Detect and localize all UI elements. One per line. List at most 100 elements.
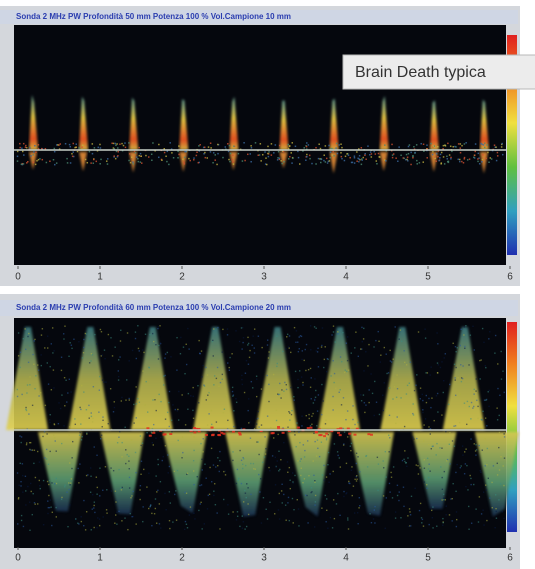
speckle xyxy=(159,342,161,344)
speckle xyxy=(137,160,140,163)
speckle xyxy=(253,328,256,330)
speckle xyxy=(18,484,20,487)
speckle xyxy=(345,409,347,411)
speckle xyxy=(416,163,418,165)
speckle xyxy=(343,495,345,498)
speckle xyxy=(442,517,444,520)
speckle xyxy=(236,468,239,471)
speckle xyxy=(359,471,361,473)
speckle xyxy=(168,390,171,393)
speckle xyxy=(117,147,119,149)
speckle xyxy=(81,146,83,148)
speckle xyxy=(313,326,316,328)
speckle xyxy=(49,160,51,163)
speckle xyxy=(145,380,147,383)
speckle xyxy=(466,400,469,403)
speckle xyxy=(481,143,483,146)
speckle xyxy=(308,413,310,416)
speckle xyxy=(232,163,235,165)
speckle xyxy=(445,430,447,433)
speckle xyxy=(124,426,126,428)
speckle xyxy=(52,352,54,354)
speckle xyxy=(253,428,256,430)
speckle xyxy=(44,148,47,150)
speckle xyxy=(488,405,490,408)
speckle xyxy=(235,401,238,404)
speckle xyxy=(91,143,94,145)
speckle xyxy=(269,470,271,472)
speckle xyxy=(460,380,463,383)
speckle xyxy=(452,482,454,485)
speckle xyxy=(263,456,266,458)
speckle xyxy=(151,524,153,527)
speckle xyxy=(188,157,190,160)
x-tick-label: 2 xyxy=(179,272,185,283)
speckle xyxy=(139,498,141,501)
speckle xyxy=(321,474,324,476)
speckle xyxy=(268,400,270,403)
speckle xyxy=(84,529,87,531)
speckle xyxy=(355,475,358,478)
speckle xyxy=(428,426,430,428)
speckle xyxy=(367,145,369,147)
speckle xyxy=(247,342,250,345)
speckle xyxy=(242,463,244,466)
speckle xyxy=(355,480,358,482)
speckle xyxy=(62,333,65,335)
speckle xyxy=(176,369,178,371)
speckle xyxy=(429,374,431,376)
speckle xyxy=(69,504,71,506)
speckle xyxy=(347,517,349,519)
speckle xyxy=(210,147,212,149)
speckle xyxy=(250,160,252,163)
spectrum xyxy=(16,95,504,174)
speckle xyxy=(29,448,31,451)
speckle xyxy=(249,421,251,423)
speckle xyxy=(255,395,258,398)
flow-wave xyxy=(130,327,173,430)
flow-wave xyxy=(318,327,360,430)
speckle-red xyxy=(220,431,224,434)
speckle xyxy=(354,423,356,426)
speckle xyxy=(223,498,225,501)
speckle xyxy=(116,511,118,513)
speckle xyxy=(463,156,466,159)
speckle xyxy=(209,466,211,469)
panel-header-bar xyxy=(0,10,518,24)
speckle xyxy=(299,460,301,462)
speckle xyxy=(342,331,344,334)
speckle xyxy=(55,477,57,480)
speckle xyxy=(370,156,373,158)
speckle xyxy=(350,469,353,472)
speckle xyxy=(245,359,248,362)
speckle xyxy=(310,349,312,351)
speckle xyxy=(411,436,414,439)
speckle xyxy=(457,158,460,161)
speckle xyxy=(122,144,125,147)
speckle xyxy=(466,159,469,161)
speckle xyxy=(499,394,501,397)
speckle xyxy=(412,403,414,405)
speckle xyxy=(210,481,213,483)
speckle xyxy=(214,159,216,161)
speckle xyxy=(332,331,335,333)
speckle xyxy=(360,147,363,149)
speckle xyxy=(427,468,430,470)
speckle xyxy=(294,370,297,373)
speckle xyxy=(162,455,164,458)
speckle xyxy=(151,441,154,444)
speckle xyxy=(134,337,137,340)
speckle xyxy=(485,366,487,369)
speckle xyxy=(326,162,329,164)
speckle xyxy=(323,159,325,162)
speckle xyxy=(119,430,121,433)
speckle-red xyxy=(306,427,310,430)
speckle xyxy=(427,476,430,479)
speckle xyxy=(322,400,324,402)
speckle xyxy=(185,523,188,525)
speckle xyxy=(29,501,31,503)
speckle xyxy=(463,473,466,475)
speckle xyxy=(144,404,146,406)
speckle xyxy=(496,407,498,409)
speckle xyxy=(266,518,269,520)
